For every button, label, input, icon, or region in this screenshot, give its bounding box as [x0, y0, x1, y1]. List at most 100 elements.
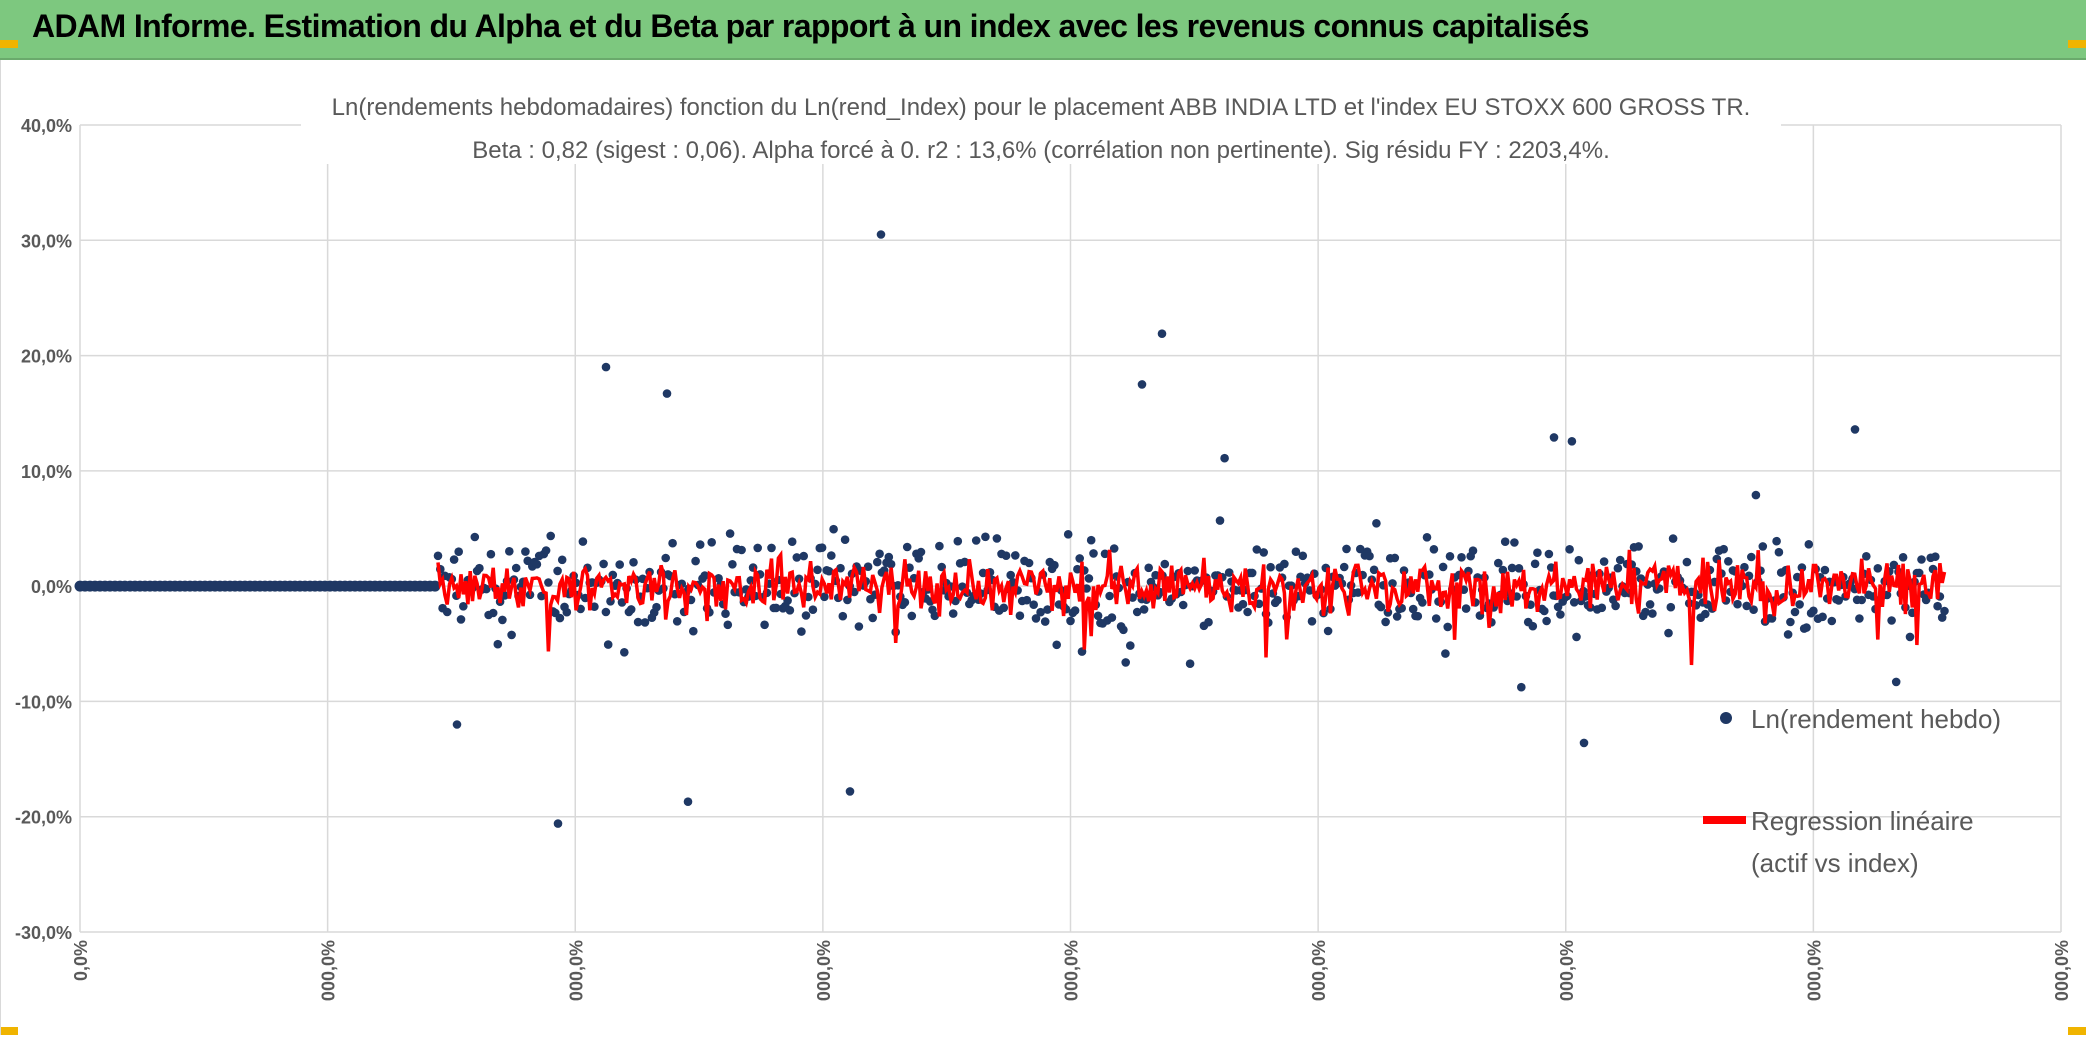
data-point	[1073, 564, 1082, 574]
data-point	[813, 565, 822, 575]
data-point	[1528, 621, 1538, 631]
data-point	[873, 557, 882, 567]
data-point	[1086, 535, 1096, 545]
data-point	[760, 620, 769, 630]
data-point	[668, 538, 677, 548]
data-point	[615, 560, 624, 569]
data-point	[854, 622, 864, 631]
data-point	[948, 609, 958, 618]
y-tick-label: 0,0%	[31, 577, 72, 597]
data-point	[689, 626, 698, 636]
data-point	[1457, 553, 1466, 562]
data-point	[1431, 614, 1441, 623]
data-point	[840, 535, 850, 544]
data-point	[1376, 602, 1386, 612]
data-point	[1507, 563, 1517, 573]
data-point	[672, 617, 682, 626]
data-point	[797, 627, 806, 636]
data-point	[640, 618, 650, 627]
data-point	[1664, 628, 1673, 638]
legend-label-regression-2: (actif vs index)	[1751, 848, 1919, 878]
regression-line	[436, 549, 1947, 666]
data-point	[1422, 533, 1432, 542]
data-point	[1530, 559, 1540, 569]
data-point	[737, 545, 746, 555]
data-point	[683, 797, 693, 806]
data-point	[652, 602, 661, 612]
data-point	[1307, 617, 1317, 626]
legend-label-regression: Regression linéaire	[1751, 806, 1974, 836]
bottom-left-corner-marker	[0, 1027, 18, 1035]
data-point	[1178, 600, 1188, 610]
data-point	[1747, 552, 1756, 562]
data-point	[1043, 605, 1052, 614]
data-point	[1931, 552, 1940, 561]
data-point	[1372, 519, 1381, 528]
data-point	[916, 547, 926, 557]
data-point	[1029, 600, 1038, 609]
x-tick-label: 000,0%	[814, 940, 834, 1001]
data-point	[1011, 551, 1020, 560]
data-point	[1388, 579, 1397, 588]
data-point	[1802, 623, 1811, 632]
data-point	[626, 605, 636, 614]
x-tick-label: 000,0%	[1062, 940, 1082, 1001]
data-point	[935, 541, 944, 551]
legend-label-points: Ln(rendement hebdo)	[1751, 704, 2001, 734]
data-point	[475, 563, 484, 573]
data-point	[1259, 548, 1268, 557]
y-tick-label: -30,0%	[15, 923, 72, 943]
data-point	[1862, 552, 1871, 561]
data-point	[590, 602, 599, 611]
data-point	[1144, 563, 1153, 573]
data-point	[1121, 658, 1130, 667]
data-point	[1818, 612, 1827, 622]
data-point	[1565, 545, 1574, 554]
data-points	[74, 230, 1949, 828]
data-point	[1215, 516, 1225, 525]
data-point	[695, 540, 705, 549]
data-point	[1390, 553, 1400, 563]
data-point	[1572, 632, 1581, 642]
data-point	[1510, 538, 1519, 547]
data-point	[1648, 609, 1657, 618]
data-point	[1132, 607, 1142, 617]
data-point	[493, 639, 503, 649]
data-point	[1549, 433, 1559, 442]
data-point	[511, 563, 521, 573]
chart-area: 40,0% 30,0% 20,0% 10,0% 0,0% -10,0% -20,0% -30,…	[0, 60, 2086, 1035]
data-point	[1517, 682, 1526, 692]
data-point	[907, 611, 917, 621]
data-point	[930, 611, 940, 621]
data-point	[1556, 610, 1565, 619]
data-point	[1569, 598, 1579, 607]
data-point	[1749, 605, 1758, 614]
data-point	[1157, 329, 1167, 339]
data-point	[1093, 611, 1103, 621]
y-tick-label: -20,0%	[15, 808, 72, 828]
data-point	[1105, 591, 1114, 601]
data-point	[1498, 565, 1508, 575]
regression-series	[436, 549, 1947, 666]
left-corner-marker	[0, 40, 18, 48]
data-point	[1740, 562, 1749, 572]
data-point	[599, 559, 608, 569]
data-point	[553, 566, 562, 576]
data-point	[1827, 616, 1837, 626]
y-tick-label: -10,0%	[15, 692, 72, 712]
data-point	[900, 598, 910, 607]
data-point	[1634, 542, 1643, 551]
data-point	[633, 617, 643, 627]
data-point	[1636, 574, 1646, 583]
data-point	[544, 578, 553, 587]
data-point	[429, 580, 441, 592]
data-point	[488, 608, 498, 618]
y-tick-label: 30,0%	[21, 231, 72, 251]
x-axis-ticks: 0,0% 000,0% 000,0% 000,0% 000,0% 000,0% 000,0%…	[71, 940, 2072, 1001]
legend: Ln(rendement hebdo) Regression linéaire …	[1703, 704, 2001, 878]
data-point	[1024, 558, 1034, 568]
x-tick-label: 000,0%	[566, 940, 586, 1001]
data-point	[981, 532, 990, 542]
data-point	[1266, 562, 1275, 572]
data-point	[1701, 609, 1710, 619]
